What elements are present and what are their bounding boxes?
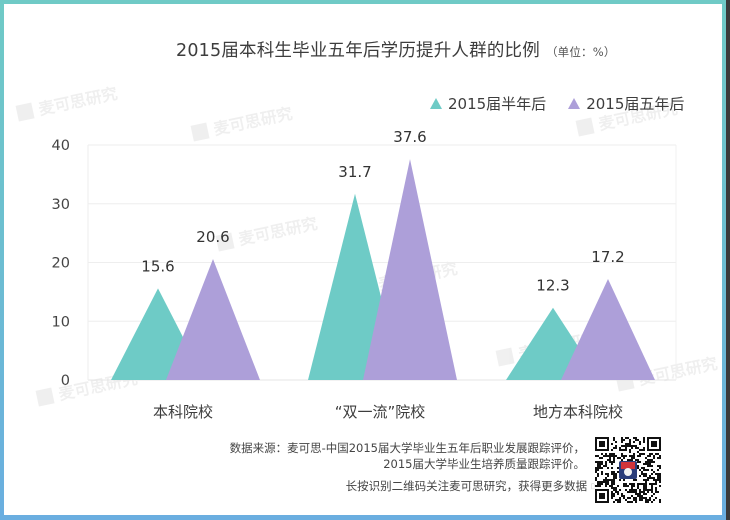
unit-note: （单位：%） — [545, 45, 616, 59]
watermark: 麦可思研究 — [15, 84, 119, 122]
source-line-1: 数据来源：麦可思-中国2015届大学毕业生五年后职业发展跟踪评价， — [229, 441, 585, 455]
y-tick-label: 0 — [61, 373, 70, 389]
chart-title: 2015届本科生毕业五年后学历提升人群的比例 （单位：%） — [176, 37, 616, 62]
triangle-bar — [561, 278, 655, 380]
data-source-note: 数据来源：麦可思-中国2015届大学毕业生五年后职业发展跟踪评价， 2015届大… — [230, 440, 585, 472]
legend-label: 2015届五年后 — [586, 95, 685, 113]
svg-text:麦可思研究: 麦可思研究 — [597, 99, 679, 134]
value-label: 37.6 — [393, 128, 426, 146]
follow-prompt: 长按识别二维码关注麦可思研究，获得更多数据☞ — [346, 478, 600, 494]
source-line-2: 2015届大学毕业生培养质量跟踪评价。 — [383, 457, 585, 471]
watermark: 麦可思研究 — [575, 99, 679, 137]
triangle-bar — [363, 159, 457, 380]
y-axis-ticks: 0 10 20 30 40 — [52, 138, 70, 389]
value-label: 31.7 — [338, 163, 371, 181]
value-label: 17.2 — [591, 248, 624, 266]
y-tick-label: 40 — [52, 138, 70, 154]
triangle-icon — [430, 98, 442, 109]
value-labels: 15.6 31.7 12.3 20.6 37.6 17.2 — [141, 128, 624, 295]
legend-item-five-year: 2015届五年后 — [568, 93, 684, 114]
triangle-icon — [568, 98, 581, 109]
x-category-label: “双一流”院校 — [335, 403, 426, 421]
y-tick-label: 20 — [52, 256, 70, 272]
svg-text:麦可思研究: 麦可思研究 — [212, 104, 294, 139]
svg-text:麦可思研究: 麦可思研究 — [37, 84, 119, 119]
watermark: 麦可思研究 — [190, 104, 294, 142]
value-label: 20.6 — [196, 228, 229, 246]
legend-item-half-year: 2015届半年后 — [430, 93, 546, 114]
chart-title-text: 2015届本科生毕业五年后学历提升人群的比例 — [176, 41, 540, 61]
value-label: 12.3 — [536, 277, 569, 295]
y-tick-label: 10 — [52, 314, 70, 330]
qr-code[interactable] — [595, 437, 661, 503]
triangle-bar — [166, 258, 260, 380]
x-category-label: 地方本科院校 — [533, 403, 623, 421]
follow-text: 长按识别二维码关注麦可思研究，获得更多数据 — [345, 479, 588, 493]
legend-label: 2015届半年后 — [448, 95, 547, 113]
triangle-bars — [111, 159, 655, 380]
watermark: 麦可思研究 — [215, 214, 319, 252]
value-label: 15.6 — [141, 257, 174, 275]
y-tick-label: 30 — [52, 197, 70, 213]
svg-text:麦可思研究: 麦可思研究 — [237, 214, 319, 249]
x-axis-labels: 本科院校 “双一流”院校 地方本科院校 — [153, 403, 623, 421]
x-category-label: 本科院校 — [153, 403, 213, 421]
chart-legend: 2015届半年后 2015届五年后 — [430, 93, 684, 114]
